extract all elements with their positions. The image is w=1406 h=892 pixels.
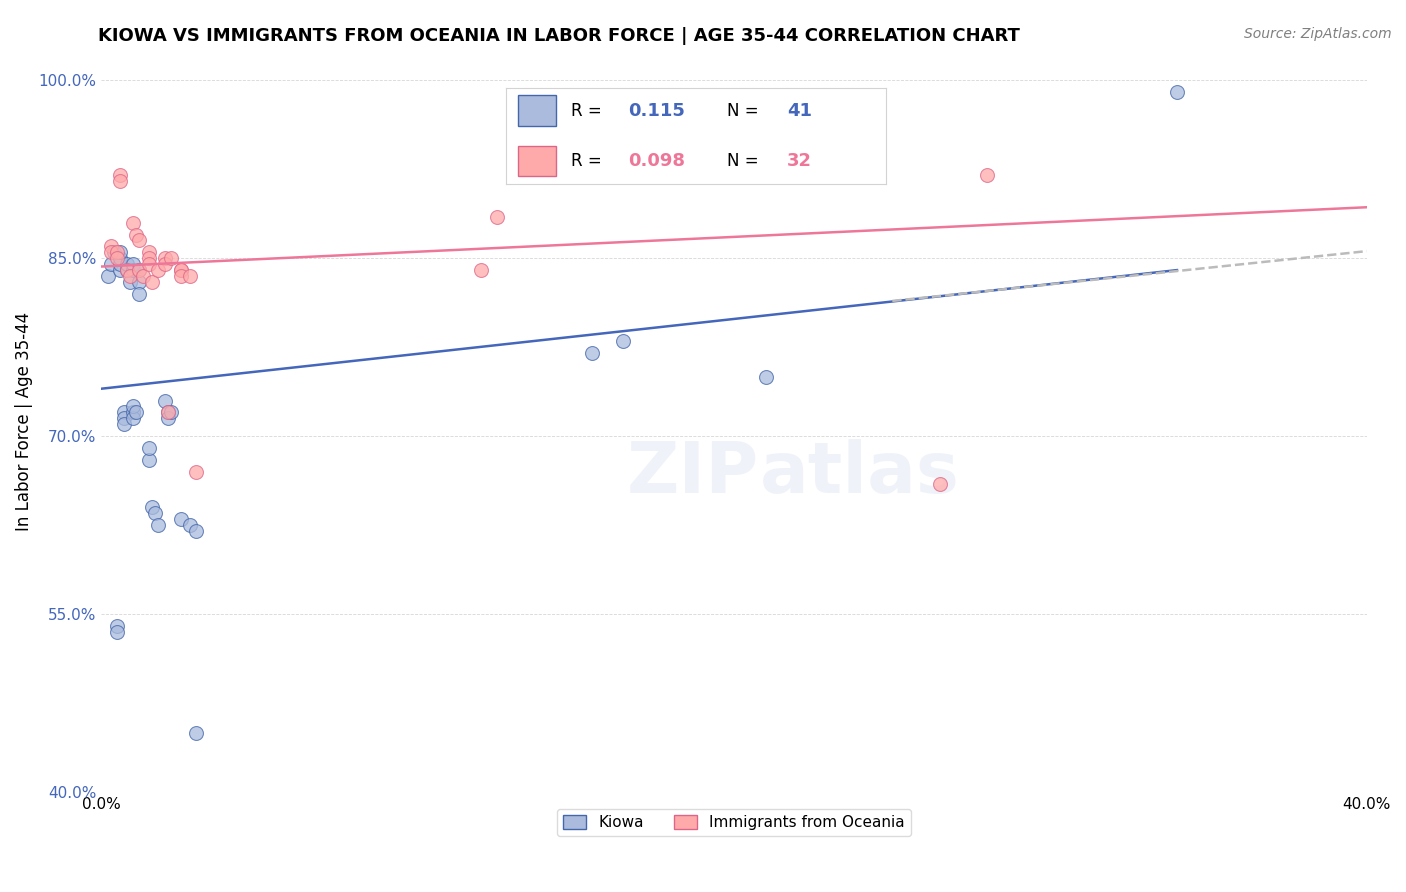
Point — [160, 252, 183, 266]
Point — [100, 257, 122, 271]
Point — [103, 245, 125, 260]
Point — [976, 168, 998, 182]
Point — [110, 245, 132, 260]
Point — [110, 263, 132, 277]
Text: ZIP: ZIP — [627, 439, 759, 508]
Point — [131, 268, 153, 283]
Point — [169, 268, 191, 283]
Point — [118, 275, 141, 289]
Point — [755, 369, 778, 384]
Point — [186, 465, 208, 479]
Point — [128, 263, 150, 277]
Point — [186, 725, 208, 739]
Point — [128, 275, 150, 289]
Point — [179, 268, 201, 283]
Point — [122, 400, 145, 414]
Point — [186, 524, 208, 538]
Point — [141, 275, 163, 289]
Legend: Kiowa, Immigrants from Oceania: Kiowa, Immigrants from Oceania — [557, 809, 911, 836]
Point — [612, 334, 634, 349]
Point — [110, 174, 132, 188]
Point — [160, 405, 183, 419]
Point — [105, 619, 128, 633]
Point — [143, 506, 166, 520]
Point — [105, 245, 128, 260]
Point — [122, 411, 145, 425]
Point — [100, 245, 122, 260]
Point — [128, 234, 150, 248]
Point — [128, 263, 150, 277]
Point — [156, 411, 179, 425]
Point — [110, 252, 132, 266]
Point — [100, 239, 122, 253]
Point — [97, 268, 120, 283]
Point — [128, 286, 150, 301]
Point — [179, 518, 201, 533]
Text: Source: ZipAtlas.com: Source: ZipAtlas.com — [1244, 27, 1392, 41]
Point — [928, 476, 950, 491]
Point — [105, 624, 128, 639]
Point — [115, 263, 138, 277]
Point — [156, 405, 179, 419]
Point — [153, 393, 176, 408]
Point — [138, 441, 160, 455]
Point — [125, 227, 148, 242]
Point — [148, 518, 170, 533]
Point — [112, 417, 135, 432]
Point — [110, 257, 132, 271]
Point — [112, 405, 135, 419]
Point — [122, 263, 145, 277]
Point — [138, 245, 160, 260]
Point — [153, 257, 176, 271]
Point — [169, 263, 191, 277]
Point — [169, 263, 191, 277]
Point — [138, 257, 160, 271]
Point — [122, 216, 145, 230]
Point — [581, 346, 603, 360]
Point — [110, 168, 132, 182]
Text: KIOWA VS IMMIGRANTS FROM OCEANIA IN LABOR FORCE | AGE 35-44 CORRELATION CHART: KIOWA VS IMMIGRANTS FROM OCEANIA IN LABO… — [98, 27, 1021, 45]
Point — [115, 257, 138, 271]
Point — [122, 257, 145, 271]
Point — [148, 263, 170, 277]
Point — [122, 405, 145, 419]
Point — [485, 210, 508, 224]
Point — [470, 263, 492, 277]
Point — [141, 500, 163, 515]
Point — [138, 252, 160, 266]
Point — [1166, 85, 1188, 99]
Point — [125, 405, 148, 419]
Point — [115, 263, 138, 277]
Point — [156, 405, 179, 419]
Point — [596, 120, 619, 135]
Point — [153, 252, 176, 266]
Point — [105, 252, 128, 266]
Y-axis label: In Labor Force | Age 35-44: In Labor Force | Age 35-44 — [15, 312, 32, 531]
Point — [112, 411, 135, 425]
Point — [118, 268, 141, 283]
Point — [138, 453, 160, 467]
Point — [169, 512, 191, 526]
Text: atlas: atlas — [759, 439, 959, 508]
